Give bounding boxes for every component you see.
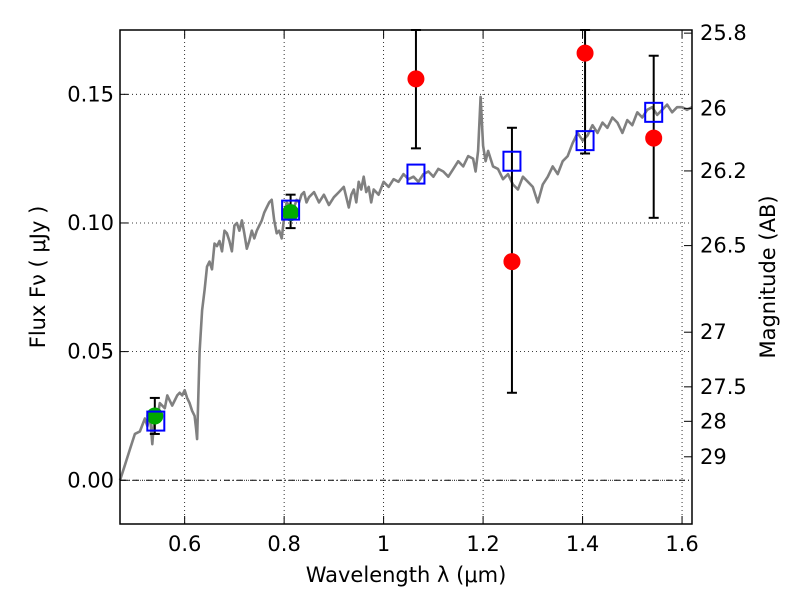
y-tick-label: 0.15 (67, 82, 114, 106)
right-tick-label: 25.8 (700, 21, 747, 45)
x-tick-label: 1 (377, 532, 390, 556)
x-axis: 0.6 0.8 1 1.2 1.4 1.6 (168, 30, 699, 556)
model-square (502, 150, 522, 172)
plot-frame (119, 29, 693, 525)
plot-background (120, 30, 692, 524)
plot-area (118, 29, 693, 525)
right-axis-title: Magnitude (AB) (756, 195, 780, 358)
model-square (575, 130, 595, 152)
x-tick-label: 1.4 (566, 532, 599, 556)
green-point (146, 407, 164, 425)
y-axis-title: Flux Fν ( μJy ) (26, 206, 50, 349)
right-tick-label: 27.5 (700, 375, 747, 399)
y-tick-label: 0.00 (67, 468, 114, 492)
model-square (406, 163, 426, 185)
green-point (282, 204, 300, 222)
red-point (576, 44, 594, 62)
right-tick-label: 27 (700, 320, 727, 344)
y-axis: 0.00 0.05 0.10 0.15 (67, 82, 128, 492)
right-tick-label: 26.2 (700, 159, 747, 183)
red-point (503, 253, 521, 271)
model-square (644, 101, 664, 123)
x-tick-label: 0.6 (168, 532, 201, 556)
right-tick-label: 26.5 (700, 234, 747, 258)
right-tick-label: 29 (700, 445, 727, 469)
x-tick-label: 0.8 (267, 532, 300, 556)
red-point (407, 70, 425, 88)
model-square (281, 199, 301, 221)
right-tick-label: 28 (700, 409, 727, 433)
model-square (146, 410, 166, 432)
x-axis-title: Wavelength λ (μm) (306, 563, 507, 587)
y-tick-label: 0.05 (67, 340, 114, 364)
grid (120, 30, 692, 524)
y-tick-label: 0.10 (67, 211, 114, 235)
red-point (645, 129, 663, 147)
x-tick-label: 1.2 (466, 532, 499, 556)
markers (146, 44, 664, 432)
spectrum-line (118, 95, 693, 481)
right-tick-label: 26 (700, 96, 727, 120)
right-axis: 25.8 26 26.2 26.5 27 27.5 28 29 (684, 21, 747, 469)
x-tick-label: 1.6 (665, 532, 698, 556)
